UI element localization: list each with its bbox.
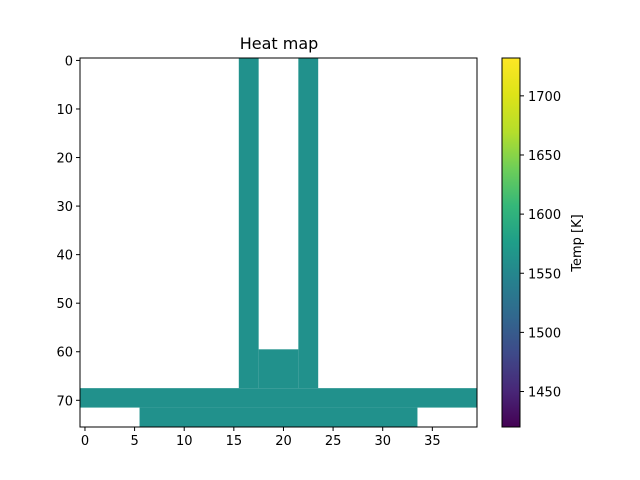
x-tick-label: 25 [325, 434, 342, 449]
x-tick-label: 0 [81, 434, 89, 449]
x-tick-label: 10 [176, 434, 193, 449]
plot-area [79, 57, 478, 428]
colorbar-ticks: 1450 1500 1550 1600 1650 1700 [520, 90, 561, 401]
x-axis: 0 5 10 15 20 25 30 35 [81, 427, 441, 449]
colorbar-tick-label: 1600 [528, 208, 561, 223]
colorbar-tick-label: 1650 [528, 149, 561, 164]
colorbar-gradient [501, 57, 521, 428]
heatmap-region [298, 58, 319, 389]
y-tick-label: 50 [56, 297, 73, 312]
y-tick-label: 0 [65, 54, 73, 69]
colorbar-tick-label: 1700 [528, 90, 561, 105]
heatmap-cells [80, 58, 477, 427]
colorbar-tick-label: 1550 [528, 267, 561, 282]
y-tick-label: 60 [56, 346, 73, 361]
x-tick-label: 15 [226, 434, 243, 449]
chart-title: Heat map [240, 34, 319, 53]
x-tick-label: 35 [424, 434, 441, 449]
colorbar: 1450 1500 1550 1600 1650 1700 Temp [K] [501, 57, 585, 428]
y-axis: 0 10 20 30 40 50 60 70 [56, 54, 80, 409]
colorbar-tick-label: 1450 [528, 386, 561, 401]
colorbar-tick-label: 1500 [528, 326, 561, 341]
x-tick-label: 20 [275, 434, 292, 449]
y-tick-label: 40 [56, 249, 73, 264]
colorbar-label: Temp [K] [570, 214, 585, 272]
x-tick-label: 30 [374, 434, 391, 449]
y-tick-label: 30 [56, 200, 73, 215]
heatmap-region [238, 58, 259, 389]
heatmap-region [139, 407, 418, 427]
y-tick-label: 70 [56, 394, 73, 409]
heatmap-region [258, 349, 299, 389]
y-tick-label: 10 [56, 103, 73, 118]
heatmap-region [80, 388, 477, 408]
plot-frame [79, 57, 478, 428]
x-tick-label: 5 [130, 434, 138, 449]
y-tick-label: 20 [56, 152, 73, 167]
